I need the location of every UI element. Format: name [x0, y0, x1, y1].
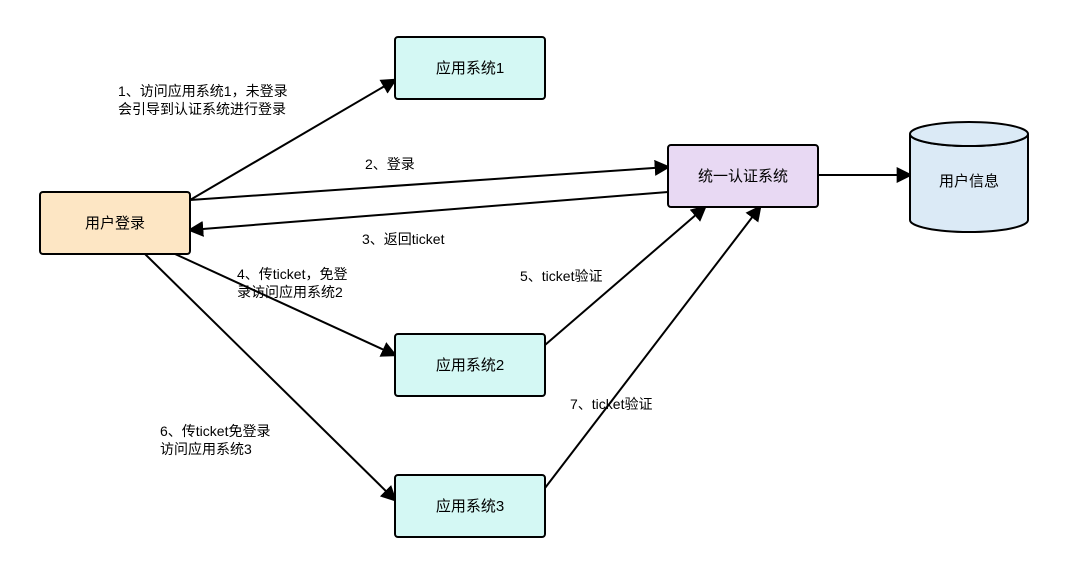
flowchart-canvas: 1、访问应用系统1，未登录会引导到认证系统进行登录 2、登录 3、返回ticke… — [0, 0, 1080, 574]
node-auth-label: 统一认证系统 — [698, 168, 788, 185]
svg-text:1、访问应用系统1，未登录会引导到认证系统进行登录: 1、访问应用系统1，未登录会引导到认证系统进行登录 — [118, 83, 288, 117]
node-userinfo-label: 用户信息 — [939, 173, 999, 190]
edge-e4: 4、传ticket，免登录访问应用系统2 — [175, 254, 395, 355]
svg-text:5、ticket验证: 5、ticket验证 — [520, 268, 602, 284]
svg-text:4、传ticket，免登录访问应用系统2: 4、传ticket，免登录访问应用系统2 — [237, 266, 347, 300]
edge-e7: 7、ticket验证 — [545, 207, 760, 488]
edge-e1: 1、访问应用系统1，未登录会引导到认证系统进行登录 — [118, 80, 395, 200]
node-app2: 应用系统2 — [395, 334, 545, 396]
node-app1-label: 应用系统1 — [436, 59, 504, 77]
node-app2-label: 应用系统2 — [436, 356, 504, 374]
node-userinfo: 用户信息 — [910, 122, 1028, 232]
node-app3-label: 应用系统3 — [436, 497, 504, 515]
node-user-login: 用户登录 — [40, 192, 190, 254]
edge-e3: 3、返回ticket — [190, 192, 668, 247]
node-user-login-label: 用户登录 — [85, 215, 145, 232]
node-app1: 应用系统1 — [395, 37, 545, 99]
node-auth: 统一认证系统 — [668, 145, 818, 207]
edge-e5: 5、ticket验证 — [520, 207, 705, 345]
svg-text:3、返回ticket: 3、返回ticket — [362, 231, 445, 247]
svg-text:2、登录: 2、登录 — [365, 156, 415, 172]
edge-e2: 2、登录 — [190, 156, 668, 200]
svg-text:7、ticket验证: 7、ticket验证 — [570, 396, 652, 412]
node-app3: 应用系统3 — [395, 475, 545, 537]
svg-text:6、传ticket免登录访问应用系统3: 6、传ticket免登录访问应用系统3 — [160, 423, 270, 457]
